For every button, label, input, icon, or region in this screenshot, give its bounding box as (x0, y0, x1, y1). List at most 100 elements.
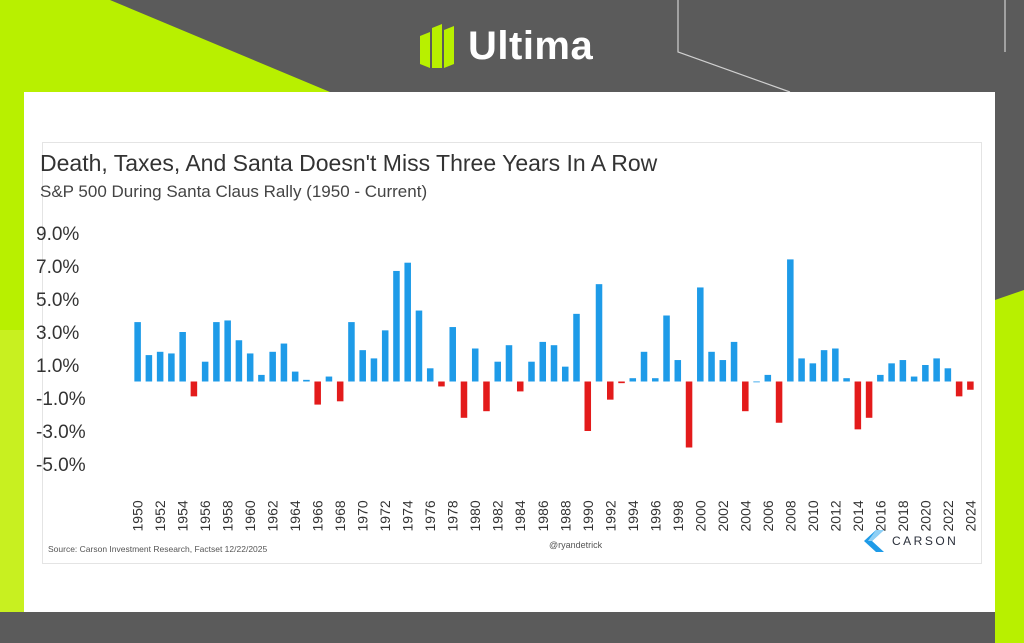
bar-2014 (854, 381, 862, 430)
chart-card: Death, Taxes, And Santa Doesn't Miss Thr… (24, 92, 995, 612)
brand-header: Ultima (418, 20, 593, 72)
carson-logo-text: CARSON (892, 534, 959, 548)
bar-1988 (561, 366, 569, 382)
bar-1982 (494, 361, 501, 382)
x-tick-label: 1960 (242, 500, 258, 531)
x-tick-label: 1966 (310, 500, 326, 531)
bar-1959 (235, 340, 243, 382)
bar-2010 (809, 363, 817, 382)
bar-1990 (584, 381, 592, 431)
bar-2002 (719, 360, 727, 382)
y-tick-label: 7.0% (36, 257, 79, 278)
x-tick-label: 2002 (715, 500, 731, 531)
bar-2019 (910, 376, 918, 382)
bar-1999 (685, 381, 693, 448)
bar-2022 (944, 368, 952, 382)
x-tick-label: 1958 (220, 500, 236, 531)
bar-1952 (156, 351, 164, 382)
x-tick-label: 1980 (467, 500, 483, 531)
bar-chart: 9.0% 7.0% 5.0% 3.0% 1.0% -1.0% -3.0% -5.0% 1950 1… (36, 224, 978, 532)
bar-1985 (528, 361, 535, 382)
bar-1962 (269, 351, 276, 382)
bar-1996 (652, 378, 659, 382)
bar-2000 (697, 287, 704, 382)
bar-1950 (134, 322, 141, 382)
bar-2018 (899, 360, 907, 382)
bar-1977 (438, 381, 445, 387)
x-tick-label: 1970 (355, 500, 371, 531)
x-tick-label: 1956 (197, 500, 213, 531)
chart-title: Death, Taxes, And Santa Doesn't Miss Thr… (40, 150, 658, 176)
x-tick-label: 1972 (377, 500, 393, 531)
bar-1986 (539, 341, 547, 382)
bar-1955 (190, 381, 198, 397)
bar-1967 (325, 376, 333, 382)
brand-name: Ultima (468, 23, 594, 68)
bar-1958 (224, 320, 231, 382)
bar-1991 (595, 284, 603, 382)
bar-1974 (404, 262, 411, 382)
x-tick-label: 1992 (602, 500, 618, 531)
x-tick-label: 2000 (692, 500, 708, 531)
bar-2009 (798, 358, 805, 382)
bar-1984 (516, 381, 524, 392)
bar-1953 (168, 353, 175, 382)
carson-logo: CARSON (864, 530, 958, 552)
y-tick-label: 3.0% (36, 323, 79, 344)
x-tick-label: 2016 (872, 500, 888, 531)
chart-subtitle: S&P 500 During Santa Claus Rally (1950 -… (40, 182, 428, 201)
bar-1987 (550, 345, 558, 382)
bar-2024 (967, 381, 974, 390)
bar-1970 (359, 350, 366, 382)
bar-2011 (820, 350, 828, 382)
bar-1963 (280, 343, 288, 382)
bar-2013 (843, 378, 850, 382)
bar-2021 (933, 358, 940, 382)
bar-1965 (303, 379, 310, 382)
bar-1968 (336, 381, 344, 402)
x-tick-label: 2020 (917, 500, 933, 531)
x-tick-label: 2008 (782, 500, 798, 531)
bar-1971 (370, 358, 378, 382)
x-tick-label: 2004 (737, 500, 753, 531)
y-tick-label: -5.0% (36, 455, 86, 476)
y-tick-label: 9.0% (36, 224, 79, 245)
x-tick-label: 1954 (175, 500, 191, 531)
bar-1975 (415, 310, 423, 382)
x-tick-label: 1994 (625, 500, 641, 531)
x-tick-label: 1976 (422, 500, 438, 531)
x-tick-label: 1998 (670, 500, 686, 531)
bar-1957 (213, 322, 220, 382)
bar-1992 (607, 381, 614, 400)
author-handle: @ryandetrick (549, 540, 603, 550)
y-tick-label: 5.0% (36, 290, 79, 311)
bar-1978 (449, 327, 456, 382)
bar-2007 (775, 381, 783, 423)
bar-2020 (922, 365, 929, 382)
bar-1981 (483, 381, 490, 412)
bar-1972 (381, 330, 389, 382)
bar-2017 (888, 363, 895, 382)
bar-1951 (145, 355, 153, 382)
x-tick-label: 1990 (580, 500, 596, 531)
ultima-logo-icon (420, 24, 454, 68)
x-tick-label: 1974 (400, 500, 416, 531)
x-tick-label: 1982 (490, 500, 506, 531)
x-tick-label: 1984 (512, 500, 528, 531)
bar-1980 (471, 348, 479, 382)
x-tick-label: 1952 (152, 500, 168, 531)
bar-1993 (618, 381, 625, 384)
x-tick-label: 2022 (940, 500, 956, 531)
x-tick-label: 1964 (287, 500, 303, 531)
x-tick-label: 1968 (332, 500, 348, 531)
y-tick-label: -1.0% (36, 389, 86, 410)
x-tick-label: 2024 (962, 500, 978, 531)
bar-1973 (393, 270, 400, 382)
bar-2004 (742, 381, 749, 412)
bar-1994 (629, 378, 637, 382)
bar-2016 (877, 374, 884, 382)
x-tick-label: 1962 (265, 500, 281, 531)
bar-1954 (179, 332, 186, 382)
x-tick-label: 1988 (557, 500, 573, 531)
bar-2001 (708, 351, 715, 382)
